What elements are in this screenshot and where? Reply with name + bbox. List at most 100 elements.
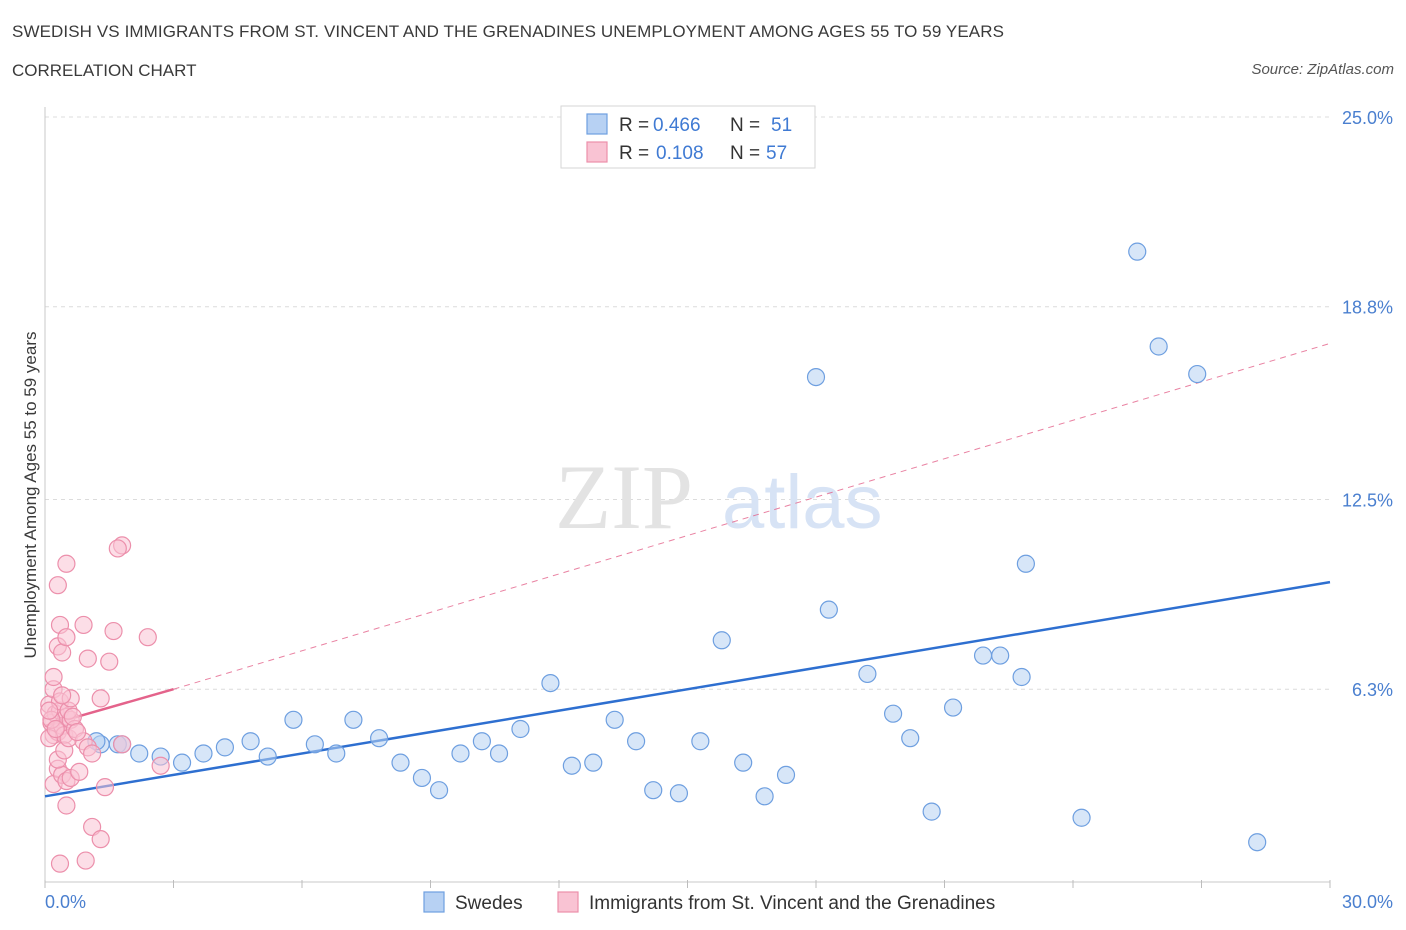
legend-n-value-svg: 57 (766, 143, 787, 164)
chart-subtitle: CORRELATION CHART (12, 61, 197, 80)
point-svg-14 (48, 576, 67, 595)
bottom-legend-label-swedes: Swedes (455, 893, 523, 914)
point-svg-35 (108, 539, 127, 558)
point-swedes-40 (973, 646, 993, 665)
point-swedes-13 (370, 729, 389, 748)
y-tick-label-2: 18.8% (1342, 298, 1393, 318)
point-swedes-31 (755, 787, 774, 806)
point-svg-38 (91, 689, 110, 708)
point-swedes-2 (130, 744, 149, 763)
point-swedes-29 (712, 631, 731, 650)
point-swedes-24 (605, 710, 624, 729)
point-swedes-11 (327, 744, 346, 763)
legend-r-value-svg: 0.108 (656, 143, 704, 164)
point-swedes-10 (305, 735, 324, 754)
data-points (40, 242, 1267, 873)
y-tick-label-0: 6.3% (1352, 680, 1393, 700)
point-swedes-25 (626, 732, 646, 751)
legend-n-label-svg: N = (730, 143, 760, 164)
watermark-zip: ZIP (555, 446, 693, 548)
point-swedes-41 (991, 646, 1010, 665)
point-swedes-34 (819, 600, 838, 619)
point-swedes-32 (776, 765, 796, 785)
point-swedes-15 (412, 768, 432, 788)
point-swedes-36 (883, 704, 903, 723)
point-swedes-7 (241, 732, 260, 751)
gridlines (45, 116, 1330, 690)
trend-extension-svg (173, 342, 1331, 690)
point-svg-47 (46, 719, 65, 739)
x-tick-label-max: 30.0% (1342, 892, 1393, 912)
legend-n-label-swedes: N = (730, 115, 760, 136)
x-tick-label-min: 0.0% (45, 892, 86, 912)
point-swedes-4 (172, 753, 192, 772)
point-svg-39 (95, 778, 115, 797)
point-svg-29 (83, 744, 102, 763)
point-swedes-26 (644, 781, 663, 800)
source-credit: Source: ZipAtlas.com (1251, 61, 1394, 78)
y-axis-label: Unemployment Among Ages 55 to 59 years (21, 332, 40, 659)
point-swedes-39 (943, 698, 963, 717)
point-svg-55 (40, 701, 59, 720)
legend-r-label-svg: R = (619, 143, 649, 164)
point-swedes-16 (429, 781, 449, 800)
point-swedes-9 (284, 710, 303, 729)
point-swedes-6 (215, 738, 234, 757)
point-svg-42 (91, 830, 110, 849)
point-svg-44 (76, 851, 95, 870)
legend-r-value-swedes: 0.466 (653, 115, 701, 136)
bottom-legend: Swedes Immigrants from St. Vincent and t… (423, 891, 995, 914)
point-svg-50 (63, 707, 82, 726)
point-swedes-33 (806, 368, 826, 387)
point-svg-51 (68, 722, 87, 742)
point-svg-26 (70, 762, 89, 781)
tick-labels: 6.3% 12.5% 18.8% 25.0% 0.0% 30.0% (45, 108, 1393, 912)
point-swedes-45 (1128, 242, 1147, 261)
point-swedes-30 (734, 753, 753, 772)
watermark: ZIP atlas (555, 446, 883, 548)
point-swedes-48 (1248, 833, 1267, 852)
point-svg-12 (53, 643, 72, 662)
point-swedes-38 (922, 802, 941, 821)
point-swedes-44 (1072, 808, 1091, 827)
point-swedes-19 (489, 744, 509, 763)
legend-swatch-svg (586, 141, 608, 163)
point-svg-30 (78, 649, 97, 668)
point-swedes-18 (472, 732, 491, 751)
legend-n-value-swedes: 51 (771, 115, 792, 136)
chart-title: SWEDISH VS IMMIGRANTS FROM ST. VINCENT A… (12, 22, 1005, 41)
axes (44, 107, 1331, 888)
point-swedes-21 (541, 673, 560, 693)
point-svg-52 (44, 667, 63, 687)
point-swedes-5 (194, 744, 213, 763)
watermark-atlas: atlas (722, 460, 883, 545)
point-swedes-28 (691, 732, 710, 751)
point-swedes-23 (584, 753, 603, 772)
trend-lines (44, 342, 1331, 798)
point-swedes-20 (511, 719, 530, 739)
legend-swatch-swedes (586, 113, 608, 135)
point-svg-15 (57, 554, 76, 573)
point-swedes-42 (1012, 667, 1031, 687)
point-svg-32 (100, 652, 119, 671)
point-svg-40 (57, 796, 76, 815)
point-swedes-8 (258, 747, 277, 766)
point-swedes-12 (344, 710, 363, 729)
point-svg-31 (74, 615, 93, 635)
point-svg-43 (50, 854, 70, 873)
point-swedes-27 (669, 784, 689, 803)
point-swedes-47 (1188, 364, 1207, 384)
point-swedes-43 (1016, 554, 1035, 573)
y-tick-label-3: 25.0% (1342, 108, 1393, 128)
point-swedes-46 (1149, 337, 1168, 356)
point-svg-13 (57, 628, 76, 647)
y-tick-label-1: 12.5% (1342, 491, 1393, 511)
bottom-legend-swatch-swedes (423, 891, 445, 913)
point-swedes-17 (451, 744, 470, 763)
point-swedes-35 (858, 664, 877, 684)
legend-box: R = 0.466 N = 51 R = 0.108 N = 57 (560, 105, 816, 169)
legend-r-label-swedes: R = (619, 115, 649, 136)
point-svg-37 (151, 756, 170, 775)
point-svg-56 (53, 686, 72, 705)
